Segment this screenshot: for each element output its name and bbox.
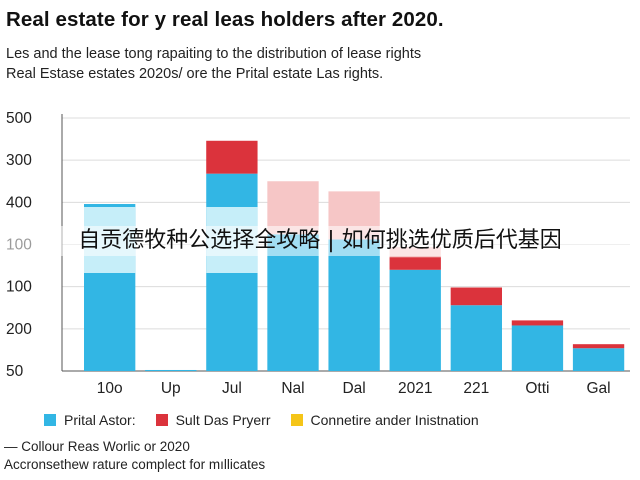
x-tick-label: Nal — [281, 380, 304, 397]
legend-label-connetire: Connetire ander Inistnation — [310, 412, 479, 428]
bar-Nal-series-0 — [267, 234, 319, 371]
legend-swatch-red — [155, 414, 168, 426]
legend-swatch-blue — [44, 414, 56, 426]
legend-label-prital-astor: Prital Astor: — [64, 412, 136, 428]
x-tick-label: Dal — [342, 380, 365, 397]
y-tick-label: 100 — [6, 279, 32, 296]
legend-item-sult-das-pryerr: Sult Das Pryerr — [155, 412, 271, 428]
bar-Otti-series-1 — [511, 320, 564, 326]
watermark-text: 自贡德牧种公选择全攻略 | 如何挑选优质后代基因 — [78, 228, 562, 253]
x-tick-label: Up — [161, 380, 181, 397]
x-tick-label: Gal — [586, 380, 610, 397]
chart-legend: Prital Astor: Sult Das Pryerr Connetire … — [44, 412, 634, 428]
bar-Dal-series-0 — [328, 239, 380, 371]
watermark-band — [0, 226, 640, 256]
chart-subtitle-line-2: Real Estase estates 2020s/ ore the Prita… — [6, 66, 384, 82]
legend-swatch-yellow — [290, 414, 303, 426]
chart-title: Real estate for y real leas holders afte… — [6, 8, 444, 31]
legend-item-prital-astor: Prital Astor: — [44, 412, 136, 428]
legend-item-connetire: Connetire ander Inistnation — [290, 412, 479, 428]
x-tick-label: Jul — [222, 380, 242, 397]
y-tick-label: 300 — [6, 152, 32, 169]
y-tick-label: 200 — [6, 321, 32, 338]
y-tick-label: 50 — [6, 363, 24, 380]
x-tick-label: 221 — [463, 380, 489, 397]
x-tick-label: 10o — [97, 380, 123, 397]
bar-Jul-series-1 — [206, 140, 258, 174]
bar-2021-series-1 — [389, 257, 441, 270]
bar-221-series-1 — [450, 287, 502, 306]
bar-221-series-0 — [450, 305, 502, 371]
x-tick-label: Otti — [525, 380, 549, 397]
x-tick-label: 2021 — [398, 380, 432, 397]
bar-Otti-series-0 — [511, 325, 564, 371]
bar-Nal-faded — [267, 181, 319, 235]
bar-Gal-series-0 — [572, 348, 625, 371]
chart-subtitle-line-1: Les and the lease tong rapaiting to the … — [6, 46, 422, 62]
footnote-line-2: Accronsethew rature complect for mıllica… — [4, 457, 266, 472]
footnote-line-1: — Collour Reas Worlic or 2020 — [4, 439, 190, 454]
y-tick-label: 500 — [6, 110, 32, 127]
bar-Gal-series-1 — [572, 344, 625, 349]
legend-label-sult-das-pryerr: Sult Das Pryerr — [175, 412, 271, 428]
bar-2021-series-0 — [389, 269, 441, 371]
y-tick-label: 400 — [6, 194, 32, 211]
bar-Up-series-0 — [145, 369, 197, 371]
